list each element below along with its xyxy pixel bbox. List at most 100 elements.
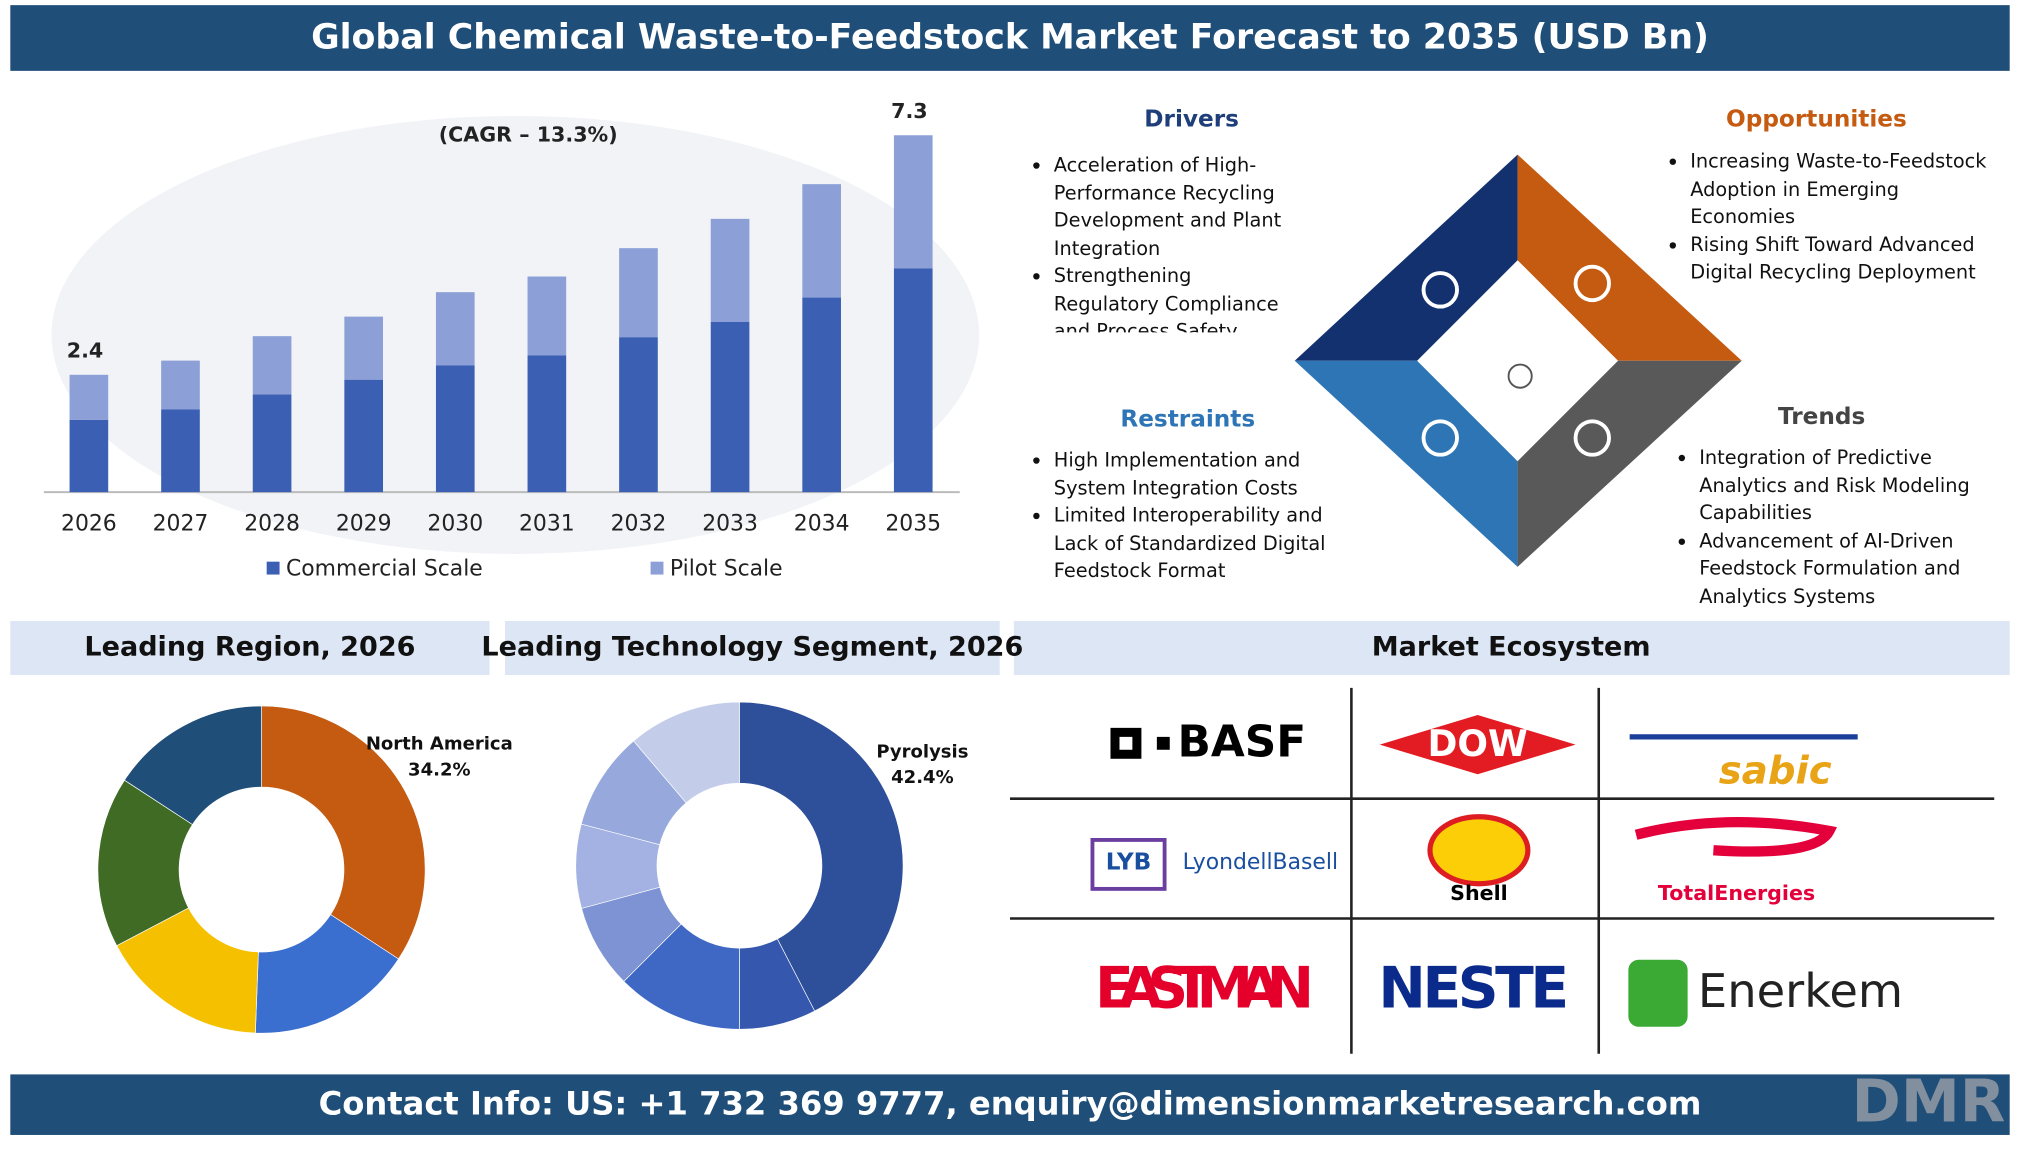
bullet-item: Increasing Waste-to-Feedstock Adoption i… xyxy=(1690,148,1990,231)
bar-segment xyxy=(161,409,200,493)
bullet-item: Advancement of AI-Driven Feedstock Formu… xyxy=(1699,528,1980,611)
value-label: 34.2% xyxy=(408,759,471,780)
company-logo: BASF xyxy=(1177,717,1306,768)
bullet-item: Integration of Predictive Analytics and … xyxy=(1699,444,1980,527)
x-tick-label: 2030 xyxy=(427,511,483,536)
bar-segment xyxy=(435,365,475,493)
donut-segment xyxy=(97,779,193,947)
value-label: 42.4% xyxy=(891,767,954,788)
logo-mark xyxy=(1628,959,1688,1027)
diamond-quadrant xyxy=(1294,154,1518,361)
bullet-item: Rising Shift Toward Advanced Digital Rec… xyxy=(1690,231,1990,286)
total-label: 7.3 xyxy=(891,99,928,123)
segment-label: North America xyxy=(366,734,513,755)
header-title: Global Chemical Waste-to-Feedstock Marke… xyxy=(311,18,1709,58)
section-title: Trends xyxy=(1778,403,1865,430)
icon xyxy=(1573,419,1611,457)
company-logo: sabic xyxy=(1719,748,1832,793)
logo-mark xyxy=(1427,814,1531,887)
donut-segment xyxy=(633,701,740,804)
bar-segment xyxy=(435,292,475,366)
legend-swatch xyxy=(650,561,664,575)
panel-title: Market Ecosystem xyxy=(1372,631,1651,662)
header-bar xyxy=(10,5,2010,71)
section-list-box: High Implementation and System Integrati… xyxy=(1025,447,1328,627)
company-logo: TotalEnergies xyxy=(1658,881,1815,905)
bullet-item: Acceleration of High-Performance Recycli… xyxy=(1054,152,1303,263)
x-tick-label: 2035 xyxy=(885,511,941,536)
bar-segment xyxy=(527,276,567,356)
bar-segment xyxy=(619,337,658,493)
bar-segment xyxy=(893,135,933,269)
company-logo: DOW xyxy=(1427,723,1527,765)
icon xyxy=(1421,271,1459,309)
company-logo: LyondellBasell xyxy=(1183,850,1338,875)
donut-segment xyxy=(261,705,426,960)
logo-mark xyxy=(1379,714,1576,775)
icon xyxy=(1573,264,1611,303)
footer-bar xyxy=(10,1074,2010,1135)
icon xyxy=(1507,363,1533,389)
bar-segment xyxy=(344,316,384,380)
section-title: Restraints xyxy=(1120,405,1255,432)
bullet-item: Limited Interoperability and Lack of Sta… xyxy=(1054,502,1328,585)
diamond-quadrant xyxy=(1517,360,1742,567)
bar-segment xyxy=(710,218,750,322)
segment-label: Pyrolysis xyxy=(876,741,968,762)
bar-segment xyxy=(344,379,384,493)
diamond-quadrant xyxy=(1517,154,1742,361)
section-list-box: Acceleration of High-Performance Recycli… xyxy=(1025,152,1302,332)
company-logo: EASTMAN xyxy=(1095,956,1314,1022)
total-label: 2.4 xyxy=(67,339,104,363)
x-tick-label: 2026 xyxy=(61,511,117,536)
section-title: Drivers xyxy=(1144,105,1239,132)
bar-segment xyxy=(893,268,933,493)
donut-segment xyxy=(739,701,904,1012)
annotation: (CAGR – 13.3%) xyxy=(439,122,618,146)
company-logo: LYB xyxy=(1106,849,1152,876)
bar-segment xyxy=(69,419,109,493)
bullet-list: Increasing Waste-to-Feedstock Adoption i… xyxy=(1662,148,1991,286)
bullet-list: Acceleration of High-Performance Recycli… xyxy=(1025,152,1302,332)
company-logo: NESTE xyxy=(1378,956,1569,1022)
bar-segment xyxy=(619,248,658,338)
section-title: Opportunities xyxy=(1726,105,1907,132)
logo-mark xyxy=(1634,816,1838,857)
panel-title: Leading Region, 2026 xyxy=(84,631,415,662)
panel-header xyxy=(505,620,1000,676)
x-tick-label: 2028 xyxy=(244,511,300,536)
x-tick-label: 2032 xyxy=(611,511,667,536)
donut-segment xyxy=(124,705,262,825)
bullet-item: High Implementation and System Integrati… xyxy=(1054,447,1328,502)
bar-segment xyxy=(802,184,841,298)
panel-title: Leading Technology Segment, 2026 xyxy=(481,631,1023,662)
bar-segment xyxy=(527,355,567,493)
bullet-item: Strengthening Regulatory Compliance and … xyxy=(1054,263,1303,332)
logo-mark xyxy=(1156,736,1170,750)
x-tick-label: 2034 xyxy=(794,511,850,536)
bullet-list: Integration of Predictive Analytics and … xyxy=(1671,444,1980,610)
bar-segment xyxy=(252,336,292,395)
bar-segment xyxy=(69,374,109,420)
logo-mark xyxy=(1090,838,1167,891)
footer-contact: Contact Info: US: +1 732 369 9777, enqui… xyxy=(319,1084,1702,1122)
panel-header xyxy=(10,620,490,676)
panel-header xyxy=(1013,620,2010,676)
company-logo: Enerkem xyxy=(1698,964,1903,1018)
bar-segment xyxy=(802,297,841,493)
x-tick-label: 2031 xyxy=(519,511,575,536)
bullet-list: High Implementation and System Integrati… xyxy=(1025,447,1328,585)
x-tick-label: 2033 xyxy=(702,511,758,536)
section-list-box: Increasing Waste-to-Feedstock Adoption i… xyxy=(1662,148,1991,328)
company-logo: Shell xyxy=(1450,881,1508,905)
section-list-box: Integration of Predictive Analytics and … xyxy=(1671,444,1980,624)
diamond-quadrant xyxy=(1294,360,1518,567)
legend-label: Commercial Scale xyxy=(286,556,483,581)
x-tick-label: 2029 xyxy=(336,511,392,536)
logo-mark xyxy=(1119,736,1133,750)
legend-label: Pilot Scale xyxy=(670,556,783,581)
bar-segment xyxy=(161,360,200,410)
